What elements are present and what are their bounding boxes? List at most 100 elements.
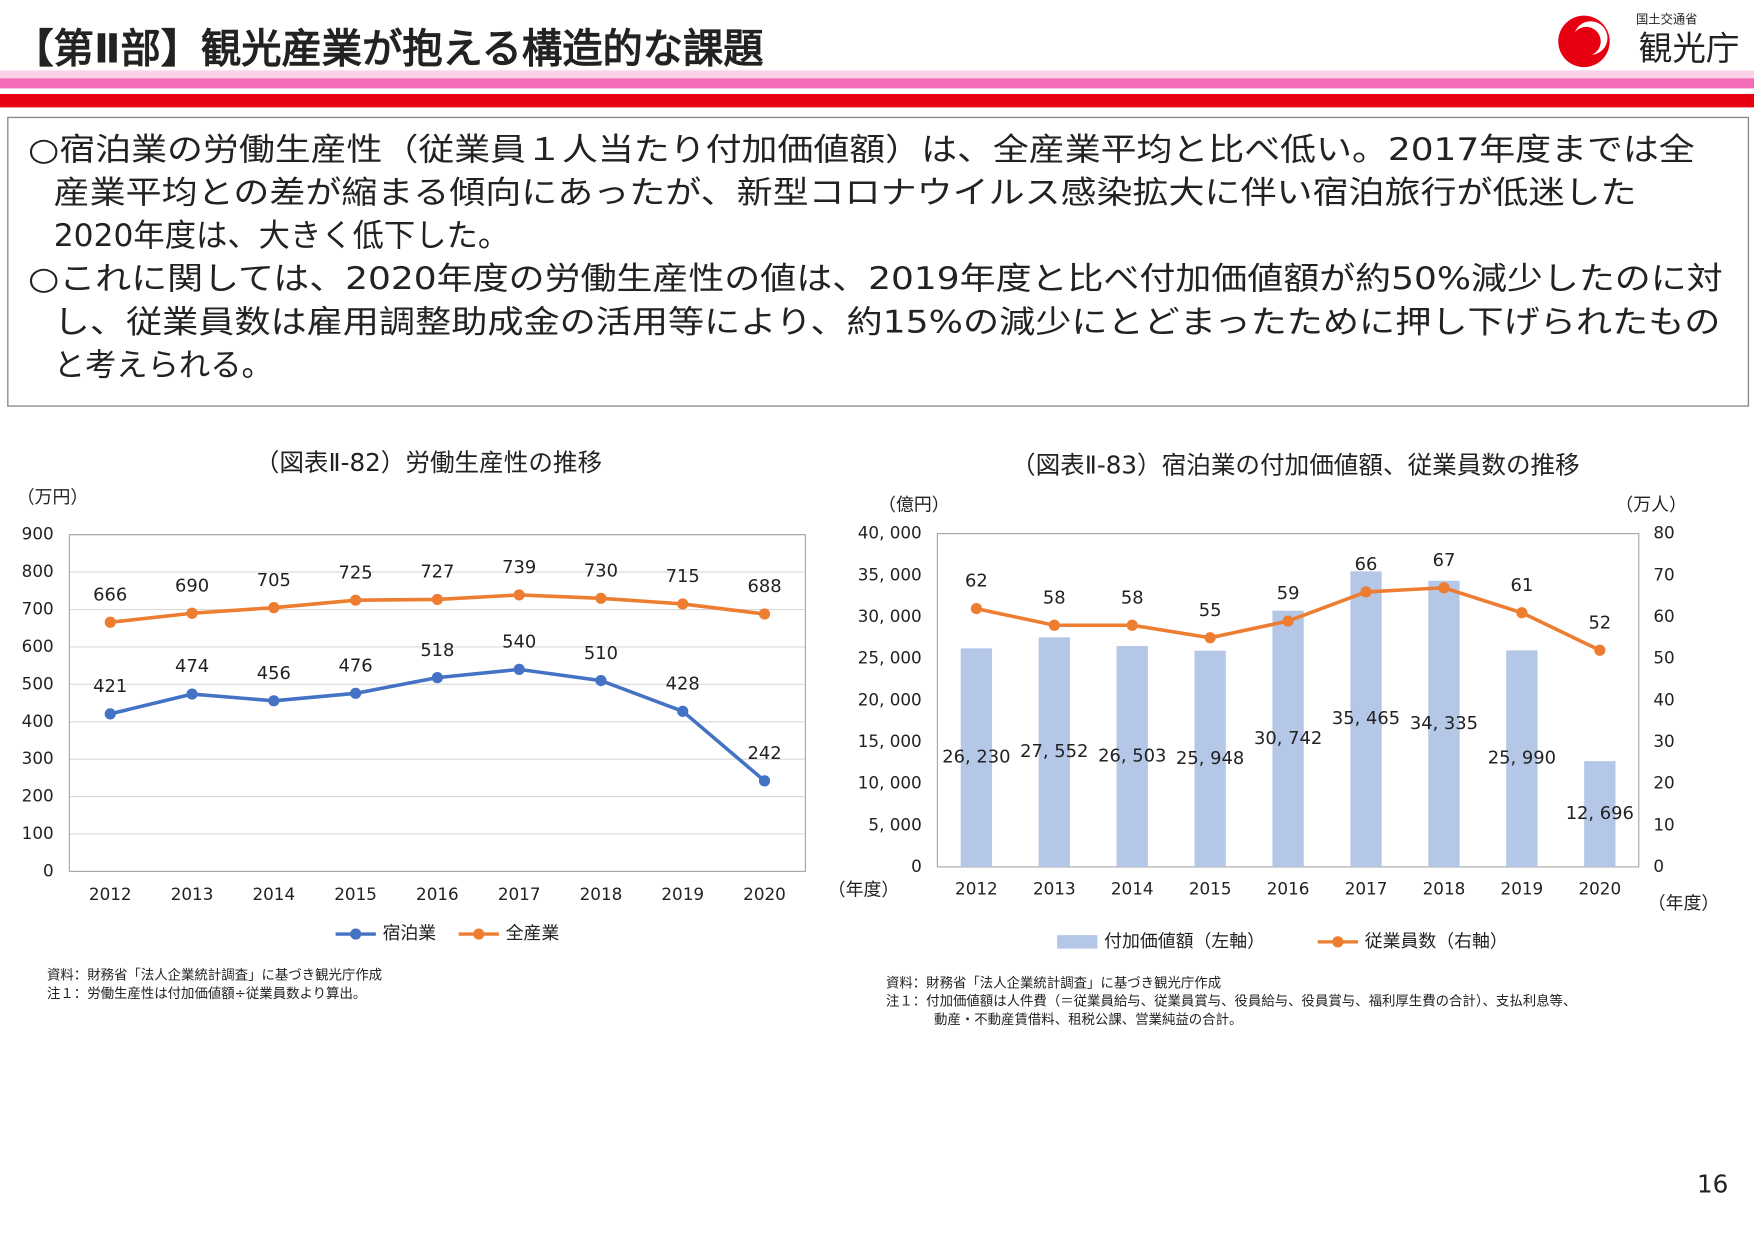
line-marker bbox=[758, 775, 771, 787]
body-line: し、従業員数は雇用調整助成金の活用等により、約15%の減少にとどまったために押し… bbox=[54, 304, 1721, 340]
line-marker bbox=[431, 593, 443, 606]
y-tick-label: 5, 000 bbox=[868, 814, 921, 834]
y-tick-label: 300 bbox=[22, 748, 54, 768]
body-line: ○宿泊業の労働生産性（従業員１人当たり付加価値額）は、全産業平均と比べ低い。20… bbox=[28, 132, 1695, 168]
y2-tick-label: 70 bbox=[1653, 564, 1674, 584]
data-label: 55 bbox=[1199, 600, 1222, 621]
chart-title: （図表Ⅱ-83）宿泊業の付加価値額、従業員数の推移 bbox=[1011, 450, 1580, 479]
x-tick-label: 2020 bbox=[1578, 878, 1621, 898]
y2-tick-label: 10 bbox=[1653, 814, 1674, 834]
body-line: と考えられる。 bbox=[54, 347, 273, 383]
x-tick-label: 2015 bbox=[1189, 878, 1232, 898]
data-label: 26, 503 bbox=[1098, 745, 1166, 766]
y-tick-label: 0 bbox=[43, 860, 54, 880]
bar bbox=[960, 648, 993, 867]
y-tick-label: 15, 000 bbox=[858, 731, 922, 751]
body-line: ○これに関しては、2020年度の労働生産性の値は、2019年度と比べ付加価値額が… bbox=[28, 261, 1723, 297]
data-label: 58 bbox=[1121, 587, 1144, 608]
legend-label: 付加価値額（左軸） bbox=[1104, 931, 1265, 952]
ministry: 国土交通省 bbox=[1636, 12, 1698, 27]
line-marker bbox=[595, 675, 607, 687]
x-tick-label: 2015 bbox=[334, 884, 377, 904]
x-tick-label: 2020 bbox=[743, 884, 786, 904]
data-label: 59 bbox=[1277, 583, 1300, 604]
legend-swatch bbox=[1057, 935, 1098, 949]
y2-tick-label: 20 bbox=[1653, 773, 1674, 793]
data-label: 26, 230 bbox=[942, 747, 1010, 768]
data-label: 34, 335 bbox=[1410, 713, 1478, 734]
y2-tick-label: 50 bbox=[1653, 648, 1674, 668]
bar bbox=[1584, 761, 1616, 867]
bar bbox=[1194, 650, 1226, 867]
line-marker bbox=[186, 607, 198, 619]
line-marker bbox=[431, 672, 443, 684]
y-axis-unit: （万円） bbox=[17, 487, 89, 508]
y-tick-label: 30, 000 bbox=[858, 606, 922, 626]
data-label: 474 bbox=[175, 656, 209, 677]
line-marker bbox=[104, 616, 116, 628]
x-tick-label: 2014 bbox=[252, 884, 295, 904]
x-tick-label: 2018 bbox=[1423, 878, 1466, 898]
x-tick-label: 2012 bbox=[955, 878, 998, 898]
x-tick-label: 2012 bbox=[89, 884, 132, 904]
line-marker bbox=[268, 602, 280, 614]
data-label: 421 bbox=[93, 676, 127, 697]
note: 資料：財務省「法人企業統計調査」に基づき観光庁作成 bbox=[47, 966, 382, 983]
header-stripe bbox=[0, 70, 1754, 79]
y2-axis-unit: （万人） bbox=[1615, 495, 1687, 516]
data-label: 705 bbox=[257, 570, 291, 591]
line-marker bbox=[1594, 644, 1606, 656]
line-marker bbox=[350, 594, 362, 606]
data-label: 62 bbox=[965, 571, 988, 592]
chart-title: （図表Ⅱ-82）労働生産性の推移 bbox=[255, 448, 602, 477]
line-marker bbox=[1048, 619, 1060, 631]
line-marker bbox=[1282, 615, 1294, 627]
data-label: 540 bbox=[502, 632, 536, 653]
line-marker bbox=[186, 688, 198, 700]
y-axis-unit: （億円） bbox=[878, 495, 950, 516]
data-label: 739 bbox=[502, 557, 536, 578]
line-marker bbox=[677, 705, 689, 717]
data-label: 52 bbox=[1588, 612, 1611, 633]
y-tick-label: 20, 000 bbox=[858, 689, 922, 709]
bar bbox=[1272, 610, 1304, 867]
page-number: 16 bbox=[1697, 1170, 1728, 1199]
data-label: 666 bbox=[93, 584, 127, 605]
data-label: 12, 696 bbox=[1566, 803, 1634, 824]
y-tick-label: 900 bbox=[22, 524, 54, 544]
bar bbox=[1350, 571, 1382, 867]
line-marker bbox=[1126, 619, 1138, 631]
data-label: 25, 990 bbox=[1488, 748, 1556, 769]
line-marker bbox=[1204, 632, 1216, 644]
body-line: 産業平均との差が縮まる傾向にあったが、新型コロナウイルス感染拡大に伴い宿泊旅行が… bbox=[54, 175, 1637, 211]
data-label: 715 bbox=[666, 566, 700, 587]
agency: 観光庁 bbox=[1639, 29, 1740, 68]
line-marker bbox=[677, 598, 689, 610]
x-axis-unit: （年度） bbox=[828, 879, 900, 900]
y2-tick-label: 80 bbox=[1653, 523, 1674, 543]
note: 動産・不動産賃借料、租税公課、営業純益の合計。 bbox=[934, 1012, 1242, 1028]
data-label: 61 bbox=[1511, 575, 1534, 596]
plot-area bbox=[68, 534, 806, 872]
data-label: 725 bbox=[339, 562, 373, 583]
logo-mark bbox=[1571, 26, 1601, 56]
data-label: 476 bbox=[339, 655, 373, 676]
note: 資料：財務省「法人企業統計調査」に基づき観光庁作成 bbox=[886, 974, 1221, 991]
data-label: 35, 465 bbox=[1332, 708, 1400, 729]
data-label: 727 bbox=[420, 562, 454, 583]
y-tick-label: 35, 000 bbox=[858, 564, 922, 584]
x-tick-label: 2016 bbox=[416, 884, 459, 904]
bar bbox=[1038, 637, 1070, 867]
line-marker bbox=[970, 602, 982, 615]
y-tick-label: 40, 000 bbox=[858, 523, 922, 543]
slide-title: 【第Ⅱ部】観光産業が抱える構造的な課題 bbox=[13, 26, 764, 72]
data-label: 688 bbox=[747, 576, 781, 597]
y2-tick-label: 0 bbox=[1653, 856, 1664, 876]
line-marker bbox=[1438, 582, 1450, 594]
data-label: 730 bbox=[584, 560, 618, 581]
y-tick-label: 400 bbox=[22, 711, 54, 731]
x-axis-unit: （年度） bbox=[1648, 893, 1720, 914]
x-tick-label: 2013 bbox=[171, 884, 214, 904]
data-label: 25, 948 bbox=[1176, 748, 1244, 769]
